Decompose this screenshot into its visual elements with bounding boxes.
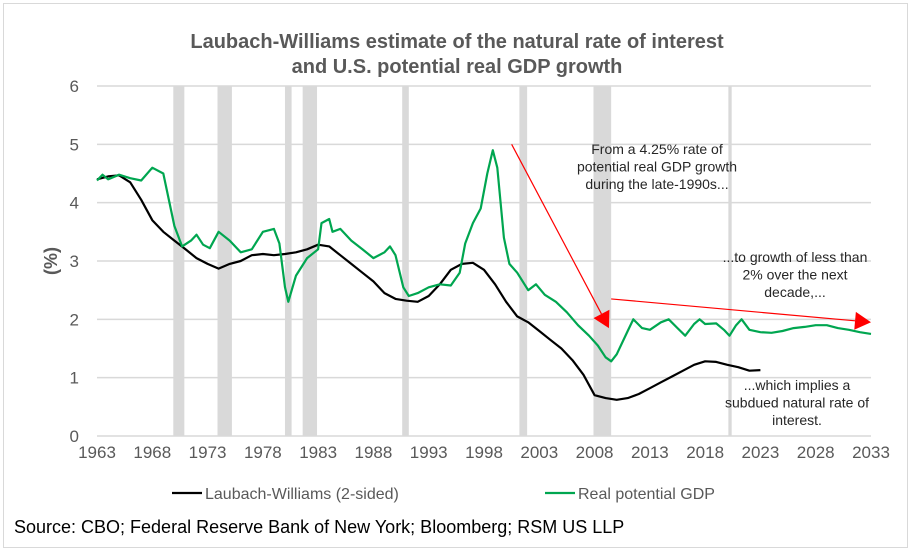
arrow-down-shaft bbox=[511, 144, 602, 315]
annot-next-decade-line: decade,... bbox=[764, 284, 826, 300]
x-tick-label: 1973 bbox=[189, 443, 227, 462]
chart-title-line-1: Laubach-Williams estimate of the natural… bbox=[190, 31, 724, 53]
annot-next-decade-line: ...to growth of less than bbox=[723, 249, 868, 265]
annot-next-decade-line: 2% over the next bbox=[742, 267, 847, 283]
annotation-arrows bbox=[511, 144, 871, 330]
annot-late-1990s-line: From a 4.25% rate of bbox=[591, 141, 723, 157]
x-axis-ticks: 1963 1968 1973 1978 1983 1988 1993 1998 2003 2008… bbox=[78, 443, 890, 462]
x-tick-label: 2003 bbox=[520, 443, 558, 462]
y-tick-label: 1 bbox=[70, 369, 79, 388]
y-tick-label: 3 bbox=[70, 252, 79, 271]
x-tick-label: 1983 bbox=[299, 443, 337, 462]
x-tick-label: 2028 bbox=[797, 443, 835, 462]
series-line-real-potential-gdp bbox=[96, 149, 872, 363]
y-tick-label: 5 bbox=[70, 135, 79, 154]
x-tick-label: 2033 bbox=[852, 443, 890, 462]
arrow-flat-shaft bbox=[611, 298, 856, 322]
annotations: From a 4.25% rate of potential real GDP g… bbox=[577, 141, 869, 428]
series-lines bbox=[96, 149, 872, 401]
y-tick-label: 6 bbox=[70, 77, 79, 96]
legend-label: Laubach-Williams (2-sided) bbox=[205, 486, 399, 503]
x-tick-label: 2023 bbox=[742, 443, 780, 462]
x-tick-label: 2008 bbox=[576, 443, 614, 462]
arrow-down-head bbox=[593, 309, 610, 329]
chart-title: Laubach-Williams estimate of the natural… bbox=[0, 30, 914, 80]
source-note: Source: CBO; Federal Reserve Bank of New… bbox=[14, 517, 625, 537]
gridlines bbox=[97, 85, 871, 437]
x-tick-label: 2018 bbox=[686, 443, 724, 462]
chart-title-line-2: and U.S. potential real GDP growth bbox=[291, 56, 623, 78]
x-tick-label: 1968 bbox=[133, 443, 171, 462]
annot-subdued-line: subdued natural rate of bbox=[725, 395, 869, 411]
chart-frame bbox=[3, 3, 908, 548]
arrow-flat-head bbox=[854, 311, 871, 330]
x-tick-label: 1998 bbox=[465, 443, 503, 462]
x-tick-label: 1978 bbox=[244, 443, 282, 462]
y-tick-label: 4 bbox=[70, 194, 79, 213]
legend-label: Real potential GDP bbox=[578, 486, 715, 503]
y-axis-ticks: 0 1 2 3 4 5 6 bbox=[70, 77, 79, 446]
annot-subdued-line: interest. bbox=[772, 412, 822, 428]
y-axis-label: (%) bbox=[41, 247, 61, 275]
annot-late-1990s-line: during the late-1990s... bbox=[585, 176, 728, 192]
x-tick-label: 1963 bbox=[78, 443, 116, 462]
y-tick-label: 0 bbox=[70, 427, 79, 446]
series-line-laubach-williams bbox=[96, 174, 761, 401]
x-tick-label: 1988 bbox=[355, 443, 393, 462]
annot-late-1990s-line: potential real GDP growth bbox=[577, 159, 737, 175]
y-tick-label: 2 bbox=[70, 310, 79, 329]
x-tick-label: 2013 bbox=[631, 443, 669, 462]
x-tick-label: 1993 bbox=[410, 443, 448, 462]
annot-subdued-line: ...which implies a bbox=[744, 377, 851, 393]
legend: Laubach-Williams (2-sided) Real potential… bbox=[172, 486, 715, 503]
